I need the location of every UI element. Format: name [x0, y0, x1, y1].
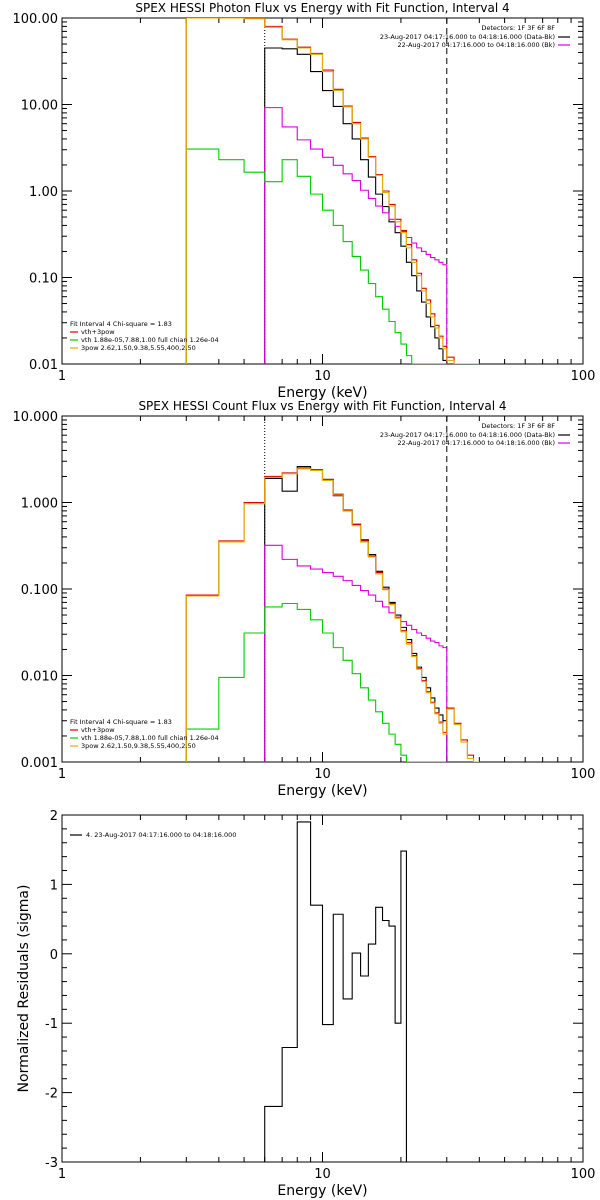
y-tick-label: 0.010	[21, 670, 58, 685]
legend-top-entry: 23-Aug-2017 04:17:16.000 to 04:18:16.000…	[380, 33, 555, 41]
x-tick-label: 10	[314, 767, 331, 782]
series-line-3pow	[185, 18, 480, 364]
y-tick-label: -2	[45, 1087, 58, 1102]
series-line-3pow	[185, 468, 480, 762]
y-tick-label: 0.100	[21, 583, 58, 598]
residuals-panel: 1 10 100 Energy (keV) -3 -2 -1 0 1 2 Normalized Re…	[16, 809, 595, 1199]
legend-bottom-entry: 3pow 2.62,1.50,9.38,5.55,400,2.50	[81, 344, 196, 352]
x-tick-label: 100	[571, 1167, 596, 1182]
x-tick-label: 100	[571, 369, 596, 384]
series-line-vth	[185, 602, 447, 762]
series-line-data-bk	[264, 466, 448, 762]
y-tick-label: 2	[50, 809, 58, 824]
legend-bottom-entry: vth 1.88e-05,7.88,1.00 full chian 1.26e-…	[81, 734, 219, 742]
series-line-vth	[185, 148, 447, 364]
x-axis-label: Energy (keV)	[277, 783, 367, 799]
x-tick-label: 1	[58, 369, 66, 384]
y-tick-label: 0.10	[29, 272, 58, 287]
x-tick-label: 1	[58, 767, 66, 782]
y-tick-label: 10.000	[13, 410, 59, 425]
y-tick-label: 1.000	[21, 497, 58, 512]
y-tick-label: 1	[50, 878, 58, 893]
x-tick-label: 100	[571, 767, 596, 782]
y-tick-label: 100.00	[13, 12, 59, 27]
series-line-vth-3pow	[185, 467, 480, 762]
count-flux-panel: SPEX HESSI Count Flux vs Energy with Fit…	[13, 399, 596, 799]
y-tick-label: -1	[45, 1017, 58, 1032]
chart-title: SPEX HESSI Photon Flux vs Energy with Fi…	[135, 1, 509, 15]
series-line-vth-3pow	[185, 18, 480, 364]
y-tick-label: 10.00	[21, 99, 58, 114]
series-group	[185, 466, 480, 762]
legend-top-title: Detectors: 1F 3F 6F 8F	[481, 24, 555, 32]
x-tick-label: 10	[314, 369, 331, 384]
legend-top-entry: 22-Aug-2017 04:17:16.000 to 04:18:16.000…	[398, 41, 555, 49]
legend-bottom-title: Fit Interval 4 Chi-square = 1.83	[70, 320, 172, 328]
photon-flux-panel: SPEX HESSI Photon Flux vs Energy with Fi…	[13, 1, 596, 401]
x-tick-label: 10	[314, 1167, 331, 1182]
plot-frame	[61, 415, 584, 763]
x-tick-label: 1	[58, 1167, 66, 1182]
y-axis-label: Normalized Residuals (sigma)	[16, 885, 32, 1093]
legend-bottom-entry: vth+3pow	[81, 328, 115, 336]
legend-bottom-entry: vth 1.88e-05,7.88,1.00 full chian 1.26e-…	[81, 336, 219, 344]
x-axis-label: Energy (keV)	[277, 385, 367, 401]
legend-top-entry: 23-Aug-2017 04:17:16.000 to 04:18:16.000…	[380, 431, 555, 439]
series-line-bk	[264, 544, 448, 762]
series-line-4-23-aug-2017-04-17-16-000-to-04-18-16-000	[264, 821, 407, 1162]
series-line-data-bk	[264, 47, 448, 364]
chart-title: SPEX HESSI Count Flux vs Energy with Fit…	[138, 399, 506, 413]
series-group	[264, 821, 407, 1162]
legend-top-entry: 22-Aug-2017 04:17:16.000 to 04:18:16.000…	[398, 439, 555, 447]
y-tick-label: 0.001	[21, 756, 58, 771]
legend-bottom-title: Fit Interval 4 Chi-square = 1.83	[70, 718, 172, 726]
legend-entry: 4. 23-Aug-2017 04:17:16.000 to 04:18:16.…	[86, 831, 236, 839]
y-tick-label: 0	[50, 948, 58, 963]
y-tick-label: -3	[45, 1156, 58, 1171]
legend-bottom-entry: 3pow 2.62,1.50,9.38,5.55,400,2.50	[81, 742, 196, 750]
y-tick-label: 0.01	[29, 358, 58, 373]
legend-bottom-entry: vth+3pow	[81, 726, 115, 734]
x-axis-label: Energy (keV)	[277, 1183, 367, 1199]
series-group	[185, 18, 480, 364]
legend-top-title: Detectors: 1F 3F 6F 8F	[481, 422, 555, 430]
y-tick-label: 1.00	[29, 185, 58, 200]
series-line-bk	[264, 107, 448, 364]
